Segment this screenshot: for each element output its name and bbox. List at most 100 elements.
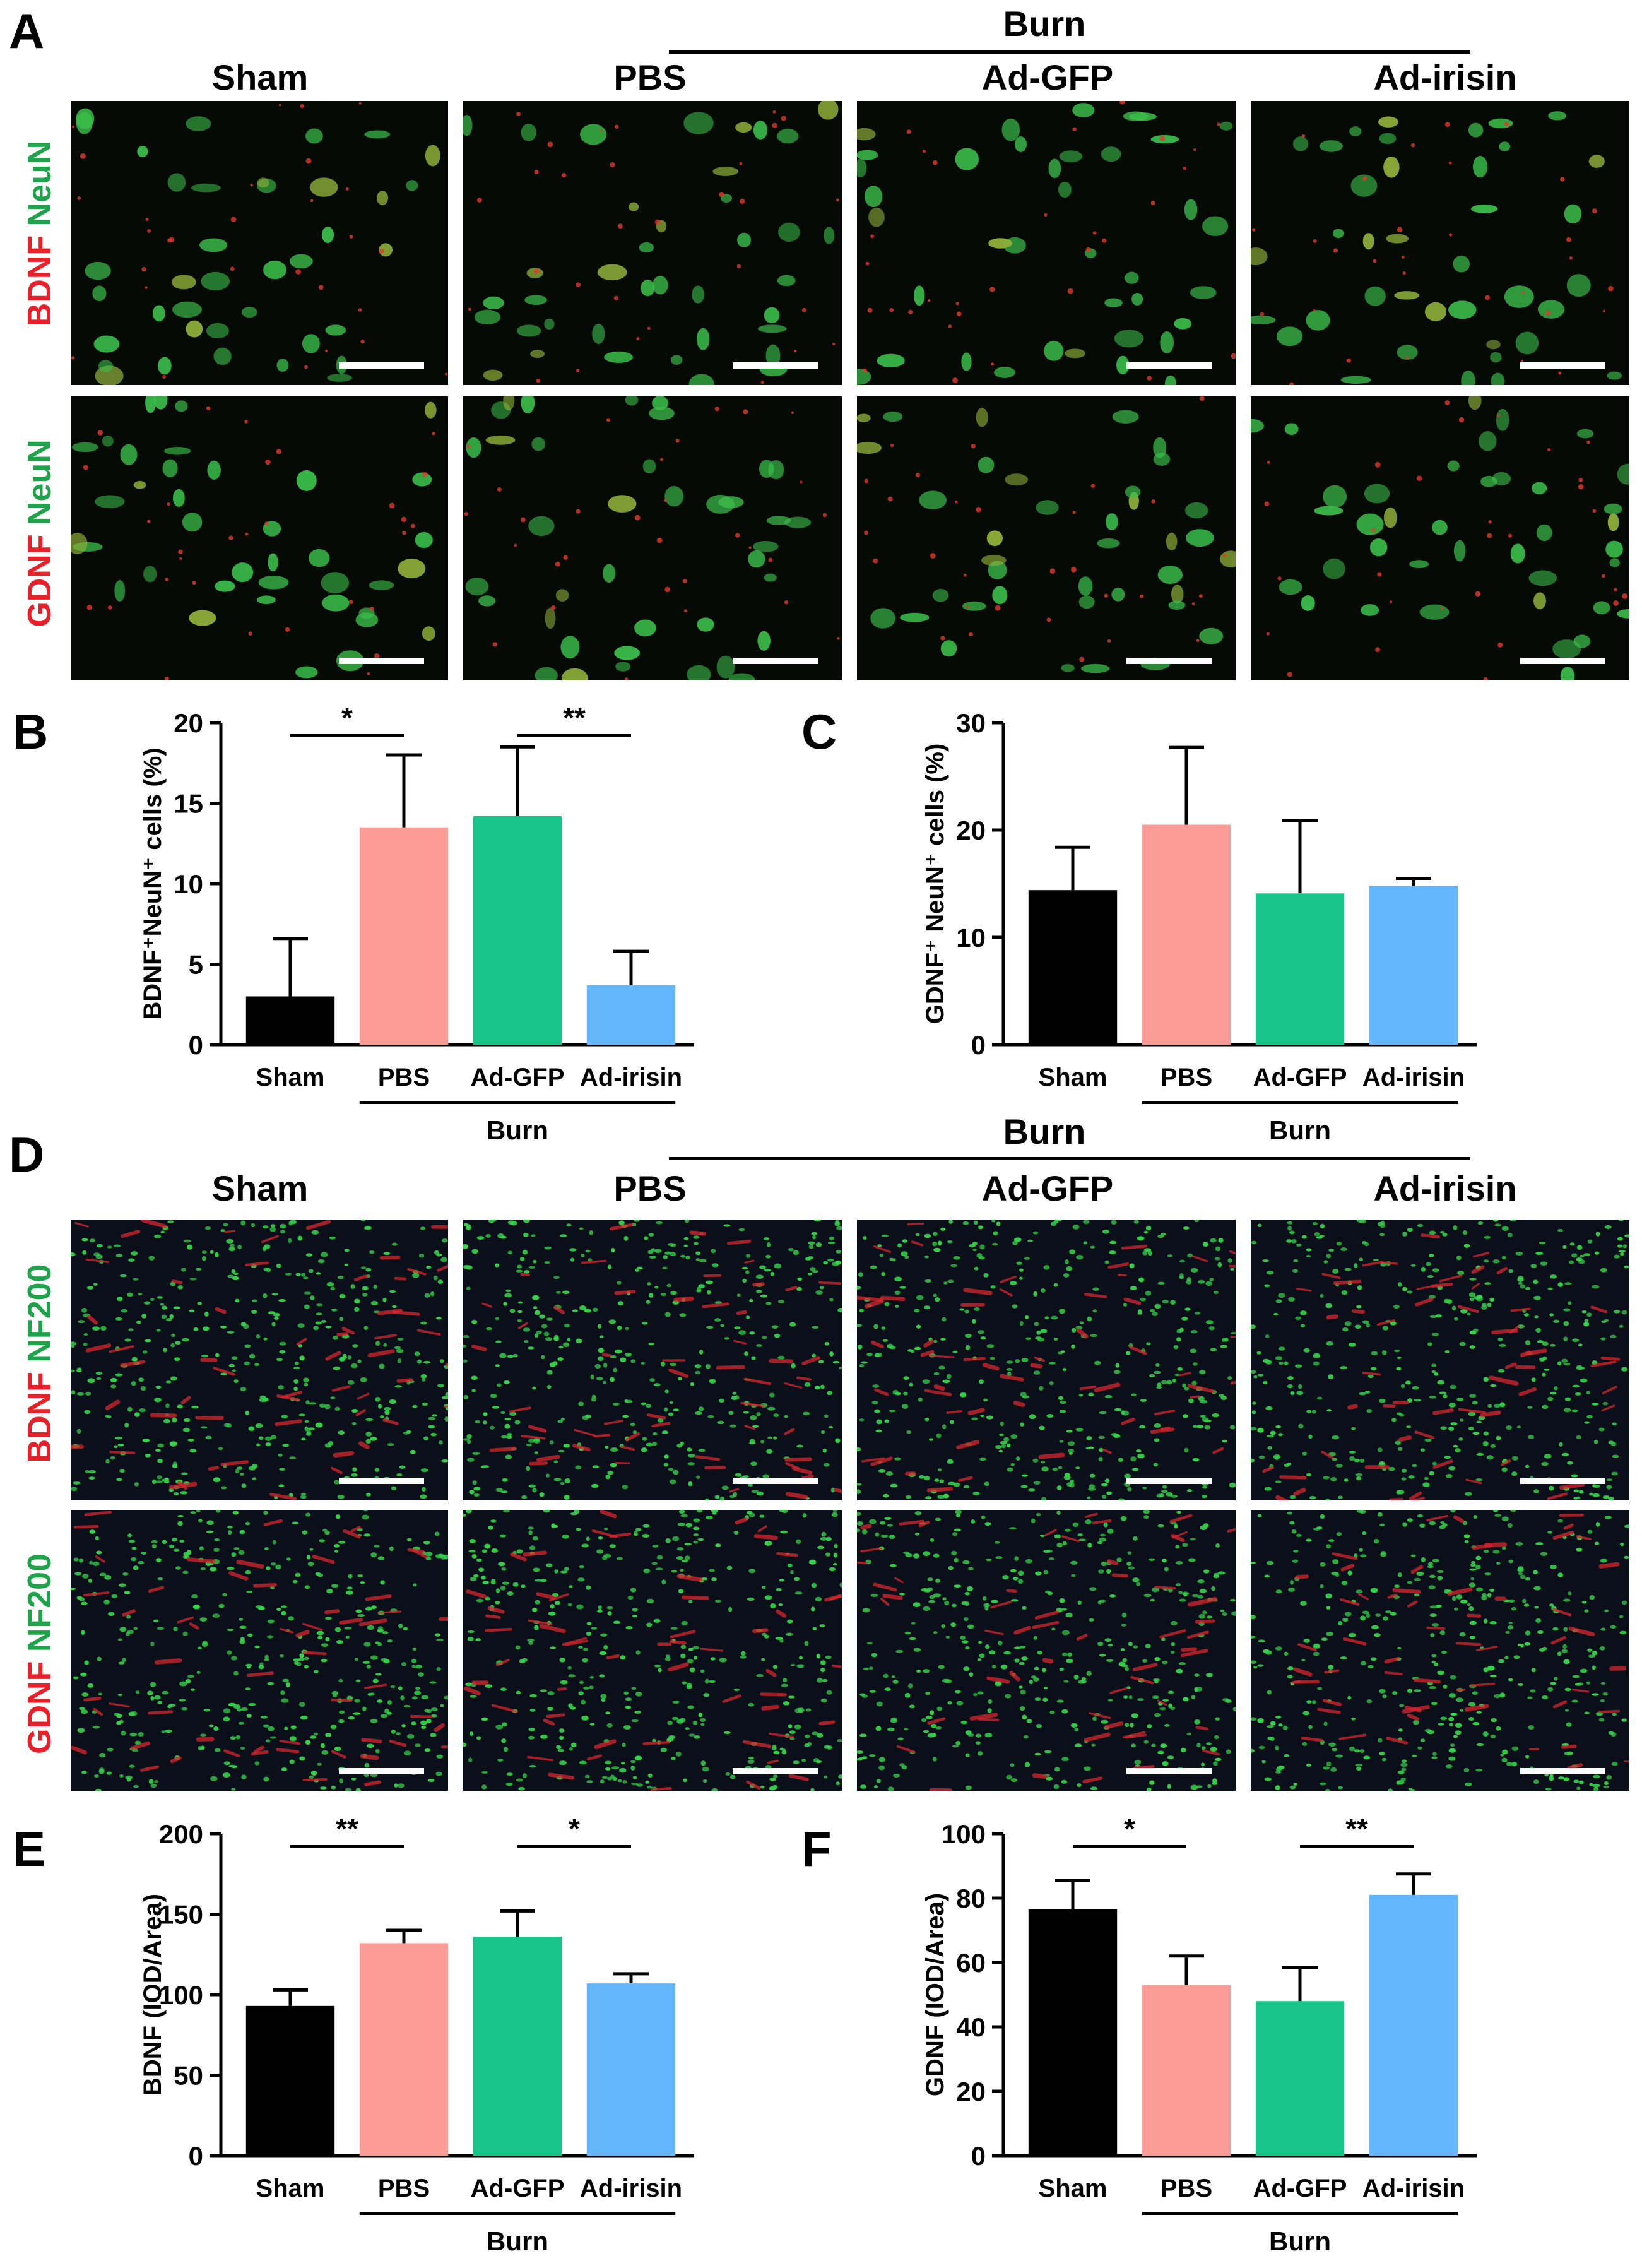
- axon: [1011, 1599, 1019, 1602]
- axon: [1120, 1516, 1127, 1521]
- red-puncta: [358, 308, 362, 312]
- axon: [1257, 1718, 1264, 1723]
- red-stain: [1077, 1328, 1089, 1339]
- axon: [1014, 1359, 1020, 1363]
- axon: [876, 1701, 883, 1707]
- axon: [1191, 1594, 1199, 1598]
- axon: [1595, 1521, 1600, 1527]
- axon: [1273, 1312, 1279, 1316]
- neuron: [276, 359, 289, 372]
- axon: [495, 1364, 500, 1367]
- bar: [359, 1943, 449, 2156]
- neuron: [1319, 140, 1343, 152]
- neuron: [102, 435, 114, 447]
- red-puncta: [1067, 288, 1073, 294]
- red-stain: [73, 1524, 99, 1529]
- axon: [1022, 1606, 1027, 1610]
- red-stain: [1520, 1350, 1532, 1358]
- axon: [1171, 1650, 1175, 1654]
- axon: [778, 1603, 783, 1606]
- row-label-nf200-2: NF200: [21, 1553, 58, 1661]
- axon: [233, 1671, 239, 1676]
- axon: [296, 1661, 302, 1667]
- axon: [1531, 1377, 1536, 1382]
- axon: [380, 1580, 385, 1585]
- axon: [172, 1464, 178, 1468]
- axon: [304, 1665, 309, 1669]
- axon: [1459, 1418, 1464, 1422]
- axon: [1122, 1658, 1127, 1663]
- axon: [248, 1426, 255, 1432]
- axon: [948, 1220, 954, 1224]
- axon: [1489, 1620, 1497, 1625]
- axon: [1306, 1700, 1312, 1704]
- red-puncta: [1119, 101, 1126, 105]
- red-puncta: [837, 636, 840, 640]
- neuron: [883, 412, 903, 422]
- axon: [603, 1362, 608, 1368]
- neuron: [189, 610, 216, 626]
- axon: [1184, 1387, 1190, 1391]
- axon: [612, 1403, 620, 1406]
- axon: [560, 1418, 565, 1421]
- axon: [1427, 1342, 1432, 1346]
- axon: [1046, 1776, 1053, 1781]
- axon: [516, 1690, 521, 1695]
- axon: [264, 1658, 269, 1661]
- red-stain: [1439, 1274, 1463, 1283]
- axon: [190, 1511, 196, 1514]
- axon: [1622, 1244, 1627, 1249]
- axon: [1508, 1269, 1514, 1273]
- red-stain: [681, 1595, 709, 1600]
- axon: [514, 1420, 521, 1425]
- axon: [955, 1510, 962, 1515]
- axon: [859, 1418, 865, 1422]
- axon: [463, 1359, 468, 1363]
- axon: [1302, 1711, 1309, 1716]
- axon: [589, 1230, 594, 1235]
- axon: [305, 1432, 312, 1436]
- axon: [1071, 1344, 1075, 1349]
- neuron: [1496, 408, 1509, 431]
- axon: [157, 1577, 163, 1581]
- red-stain: [1504, 1362, 1517, 1369]
- axon: [1549, 1391, 1557, 1395]
- neuron: [986, 530, 1003, 547]
- axon: [834, 1543, 838, 1549]
- axon: [1014, 1556, 1019, 1561]
- neuron: [263, 260, 286, 280]
- neuron: [1048, 158, 1061, 179]
- micrograph-texture: [71, 396, 437, 680]
- neuron: [914, 285, 925, 306]
- neuron: [664, 485, 684, 507]
- red-stain: [84, 1511, 112, 1516]
- neuron: [1044, 341, 1064, 361]
- red-puncta: [675, 439, 680, 443]
- axon: [889, 1535, 895, 1539]
- axon: [1501, 1467, 1508, 1473]
- axon: [661, 1579, 666, 1585]
- neuron: [932, 588, 949, 602]
- axon: [1455, 1448, 1461, 1453]
- axon: [264, 1436, 273, 1441]
- axon: [1549, 1603, 1554, 1607]
- axon: [153, 1619, 159, 1623]
- axon: [331, 1690, 339, 1696]
- axon: [1561, 1358, 1568, 1363]
- axon: [1320, 1584, 1324, 1588]
- axon: [738, 1228, 745, 1232]
- significance-label: *: [341, 701, 353, 734]
- axon: [346, 1586, 353, 1590]
- axon: [603, 1527, 608, 1531]
- neuron: [777, 222, 800, 242]
- axon: [1571, 1474, 1578, 1478]
- axon: [1531, 1668, 1536, 1673]
- axon: [996, 1221, 1001, 1226]
- axon: [933, 1293, 937, 1297]
- red-stain: [83, 1591, 110, 1597]
- axon: [623, 1236, 629, 1241]
- axon: [1059, 1598, 1066, 1603]
- axon: [747, 1759, 755, 1764]
- axon: [1563, 1777, 1570, 1781]
- axon: [1351, 1427, 1356, 1430]
